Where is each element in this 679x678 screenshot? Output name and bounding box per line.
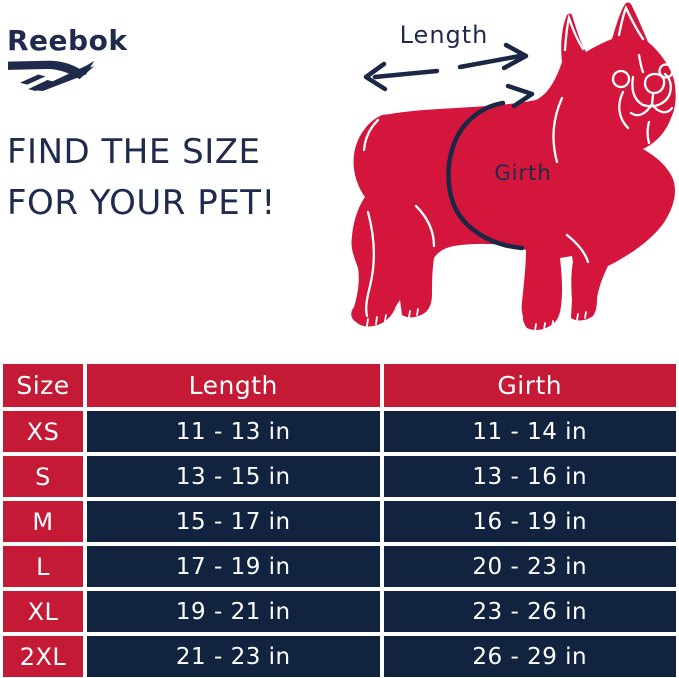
cell-girth: 20 - 23 in bbox=[383, 546, 676, 587]
col-header-size: Size bbox=[3, 364, 83, 407]
cell-length: 17 - 19 in bbox=[87, 546, 380, 587]
cell-length: 21 - 23 in bbox=[87, 636, 380, 677]
cell-girth: 26 - 29 in bbox=[383, 636, 676, 677]
col-header-girth: Girth bbox=[383, 364, 676, 407]
length-arrow-right-icon bbox=[457, 42, 529, 71]
cell-size: S bbox=[3, 456, 83, 497]
cell-size: XS bbox=[3, 411, 83, 452]
cell-girth: 11 - 14 in bbox=[383, 411, 676, 452]
length-label: Length bbox=[400, 21, 489, 49]
cell-length: 19 - 21 in bbox=[87, 591, 380, 632]
cell-size: XL bbox=[3, 591, 83, 632]
dog-illustration bbox=[351, 2, 676, 332]
length-arrow-left-icon bbox=[363, 61, 440, 92]
cell-girth: 13 - 16 in bbox=[383, 456, 676, 497]
cell-length: 15 - 17 in bbox=[87, 501, 380, 542]
cell-size: 2XL bbox=[3, 636, 83, 677]
cell-girth: 16 - 19 in bbox=[383, 501, 676, 542]
reebok-vector-icon bbox=[8, 60, 95, 91]
dog-detail-lines bbox=[362, 5, 674, 332]
headline-line-2: FOR YOUR PET! bbox=[7, 183, 276, 223]
girth-arc-icon bbox=[446, 83, 535, 251]
col-header-length: Length bbox=[87, 364, 380, 407]
cell-length: 11 - 13 in bbox=[87, 411, 380, 452]
size-table: Size Length Girth XS 11 - 13 in 11 - 14 … bbox=[3, 364, 676, 677]
reebok-logo: Reebok bbox=[7, 27, 127, 91]
reebok-wordmark: Reebok bbox=[7, 24, 128, 57]
cell-size: M bbox=[3, 501, 83, 542]
headline-line-1: FIND THE SIZE bbox=[7, 132, 261, 172]
headline: FIND THE SIZE FOR YOUR PET! bbox=[7, 127, 276, 229]
cell-girth: 23 - 26 in bbox=[383, 591, 676, 632]
girth-label: Girth bbox=[494, 161, 551, 185]
cell-length: 13 - 15 in bbox=[87, 456, 380, 497]
pet-measurement-diagram: Length Girth bbox=[351, 2, 676, 332]
cell-size: L bbox=[3, 546, 83, 587]
